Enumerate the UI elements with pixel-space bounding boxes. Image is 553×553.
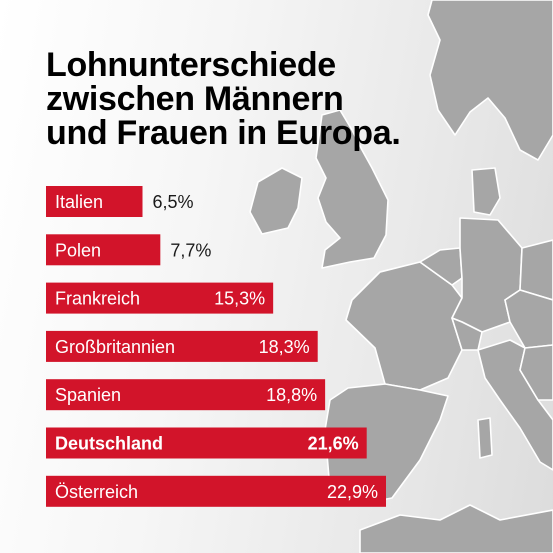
title-line-2: zwischen Männern — [46, 80, 344, 118]
map-scandinavia — [427, 0, 553, 161]
category-label-frankreich: Frankreich — [55, 289, 140, 309]
map-iberia — [324, 383, 449, 506]
title-line-1: Lohnunterschiede — [46, 46, 336, 84]
title-line-3: und Frauen in Europa. — [46, 114, 401, 152]
bar-oesterreich — [46, 475, 386, 507]
map-denmark — [471, 167, 501, 216]
map-switzerland — [451, 317, 483, 351]
category-label-polen: Polen — [55, 240, 101, 260]
value-label-italien: 6,5% — [153, 192, 194, 212]
bar-grossbritannien — [46, 330, 318, 362]
value-label-deutschland: 21,6% — [308, 434, 359, 454]
map-central — [504, 289, 553, 349]
category-label-oesterreich: Österreich — [55, 482, 138, 502]
bar-deutschland — [46, 427, 367, 459]
category-label-italien: Italien — [55, 192, 103, 212]
map-poland — [519, 239, 553, 301]
map-great-britain — [315, 109, 389, 269]
chart-title: Lohnunterschiede zwischen Männern und Fr… — [46, 48, 401, 150]
map-sardinia — [477, 417, 493, 459]
bar-spanien — [46, 379, 326, 411]
bar-frankreich — [46, 282, 274, 314]
value-label-oesterreich: 22,9% — [327, 482, 378, 502]
bar-polen — [46, 234, 161, 266]
category-label-grossbritannien: Großbritannien — [55, 337, 175, 357]
value-label-frankreich: 15,3% — [214, 289, 265, 309]
bar-italien — [46, 186, 143, 217]
value-label-spanien: 18,8% — [266, 385, 317, 405]
value-label-grossbritannien: 18,3% — [259, 337, 310, 357]
category-label-spanien: Spanien — [55, 385, 121, 405]
map-balkans — [519, 344, 553, 401]
map-italy — [477, 339, 553, 471]
category-label-deutschland: Deutschland — [55, 434, 163, 454]
map-ireland — [249, 167, 303, 235]
map-north-africa — [359, 504, 553, 553]
value-label-polen: 7,7% — [170, 240, 211, 260]
